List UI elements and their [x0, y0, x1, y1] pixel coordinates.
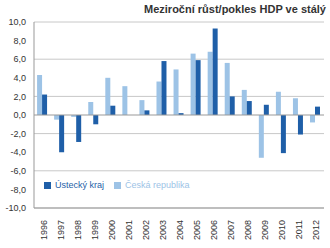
svg-text:10,0: 10,0 — [8, 17, 26, 27]
svg-text:8,0: 8,0 — [13, 36, 26, 46]
svg-text:-10,0: -10,0 — [8, 203, 26, 213]
svg-text:2,0: 2,0 — [13, 92, 26, 102]
svg-text:2007: 2007 — [226, 220, 236, 240]
svg-text:-8,0: -8,0 — [10, 185, 26, 195]
svg-text:2003: 2003 — [158, 220, 168, 240]
html-text:Ústecký kraj: Ústecký kraj — [55, 180, 104, 190]
svg-text:2004: 2004 — [175, 220, 185, 240]
svg-text:1998: 1998 — [73, 220, 83, 240]
svg-text:-2,0: -2,0 — [10, 129, 26, 139]
svg-text:0,0: 0,0 — [13, 110, 26, 120]
svg-text:2001: 2001 — [124, 220, 134, 240]
html-text:Meziroční růst/pokles HDP ve s: Meziroční růst/pokles HDP ve stálý — [144, 3, 326, 15]
svg-text:2000: 2000 — [107, 220, 117, 240]
svg-text:2005: 2005 — [192, 220, 202, 240]
svg-text:-4,0: -4,0 — [10, 147, 26, 157]
svg-text:1999: 1999 — [90, 220, 100, 240]
svg-text:-6,0: -6,0 — [10, 166, 26, 176]
svg-text:2002: 2002 — [141, 220, 151, 240]
svg-text:1996: 1996 — [39, 220, 49, 240]
svg-text:2010: 2010 — [277, 220, 287, 240]
svg-text:4,0: 4,0 — [13, 73, 26, 83]
svg-text:6,0: 6,0 — [13, 54, 26, 64]
svg-text:2006: 2006 — [209, 220, 219, 240]
svg-text:2011: 2011 — [294, 220, 304, 239]
svg-text:2008: 2008 — [243, 220, 253, 240]
svg-text:1997: 1997 — [56, 220, 66, 240]
svg-text:2012: 2012 — [311, 220, 321, 240]
html-text:Česká republika: Česká republika — [125, 180, 190, 190]
svg-text:2009: 2009 — [260, 220, 270, 240]
